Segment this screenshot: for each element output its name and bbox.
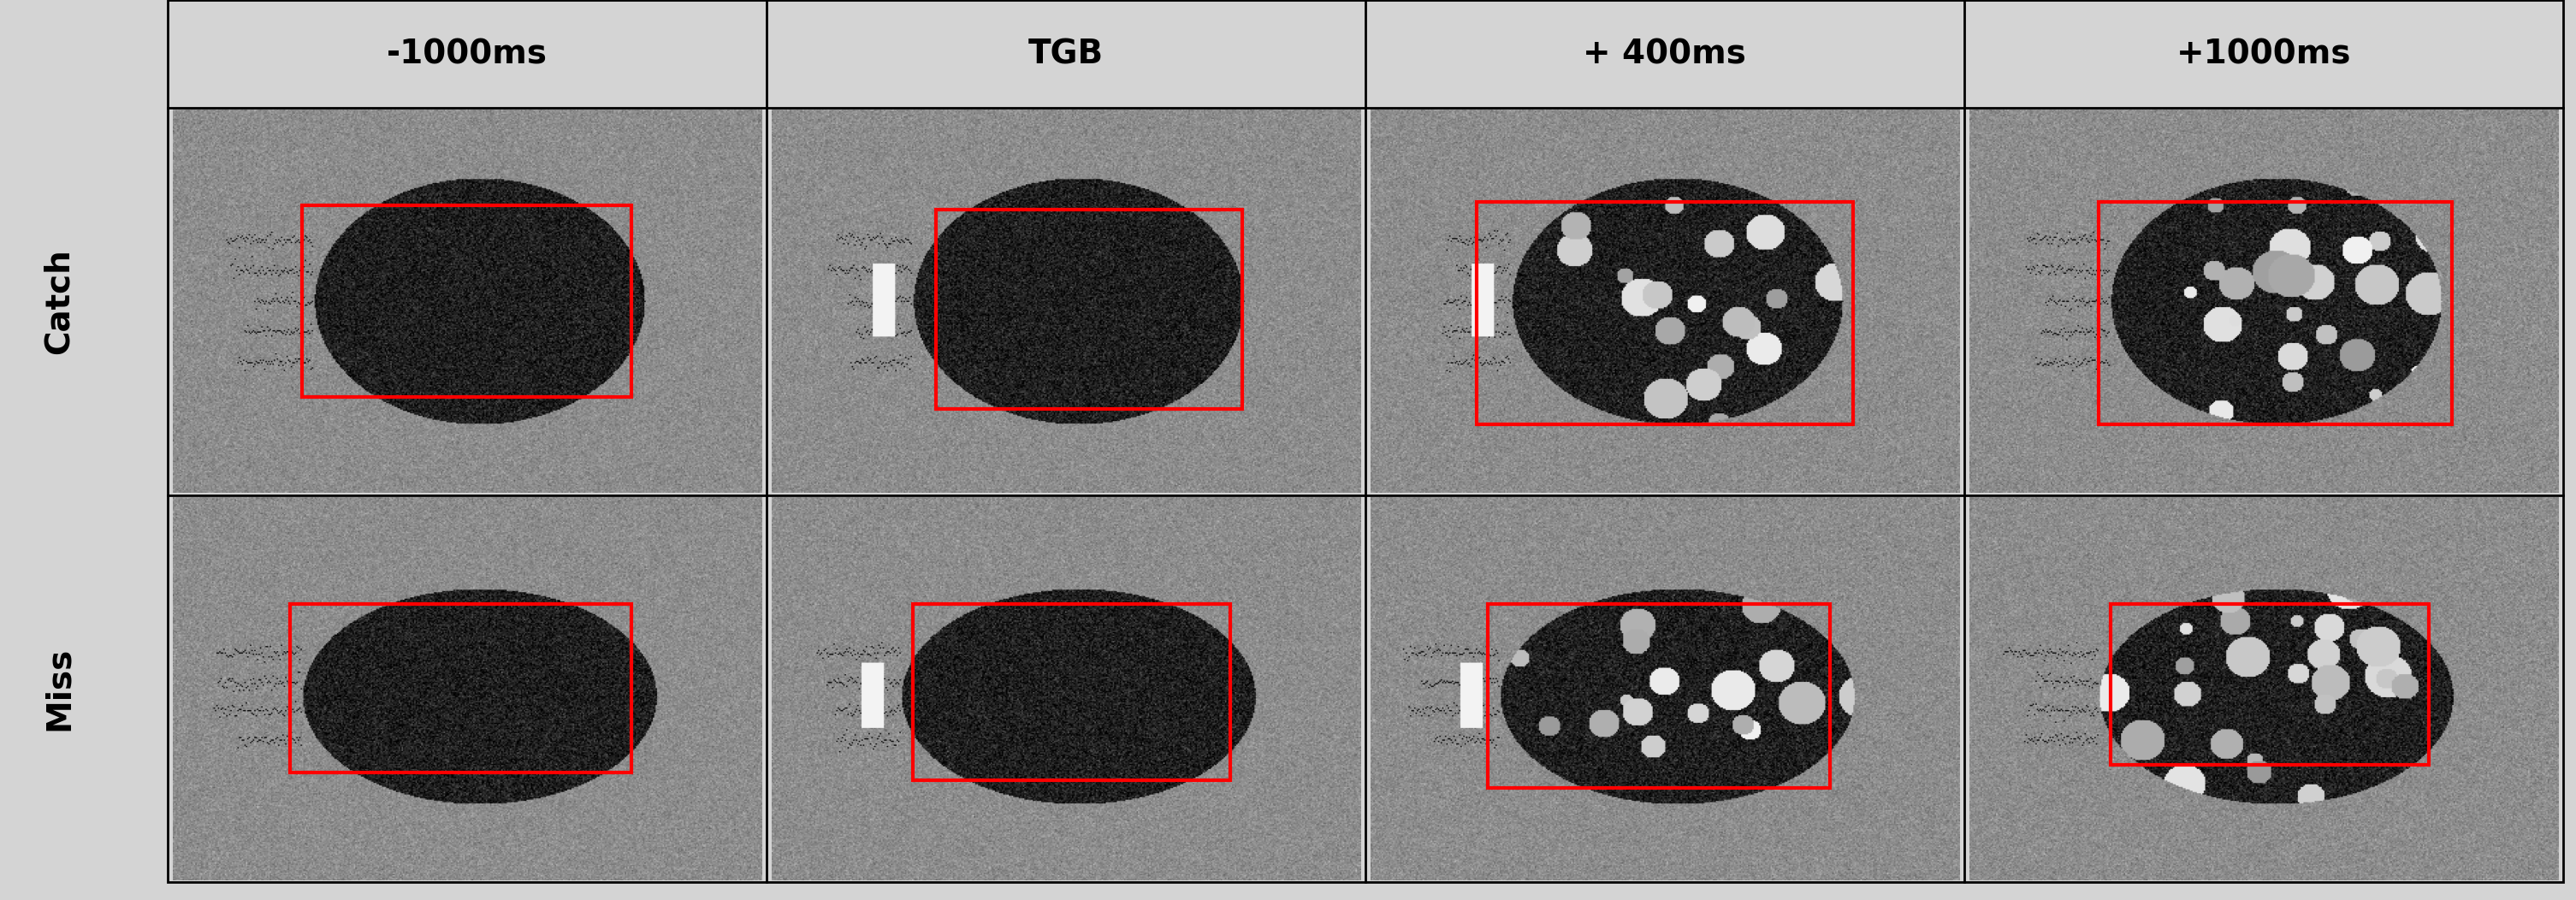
Text: -1000ms: -1000ms [386, 38, 546, 70]
Text: Miss: Miss [41, 646, 75, 731]
Text: TGB: TGB [1028, 38, 1103, 70]
Bar [1476, 202, 1852, 424]
Text: + 400ms: + 400ms [1584, 38, 1747, 70]
Text: +1000ms: +1000ms [2177, 38, 2352, 70]
Bar [301, 206, 631, 398]
Bar [1489, 604, 1829, 788]
Bar [291, 604, 631, 773]
Bar [2099, 202, 2452, 424]
Bar [2110, 604, 2429, 765]
Bar [935, 210, 1242, 409]
Text: Catch: Catch [41, 248, 75, 355]
Bar [912, 604, 1231, 780]
